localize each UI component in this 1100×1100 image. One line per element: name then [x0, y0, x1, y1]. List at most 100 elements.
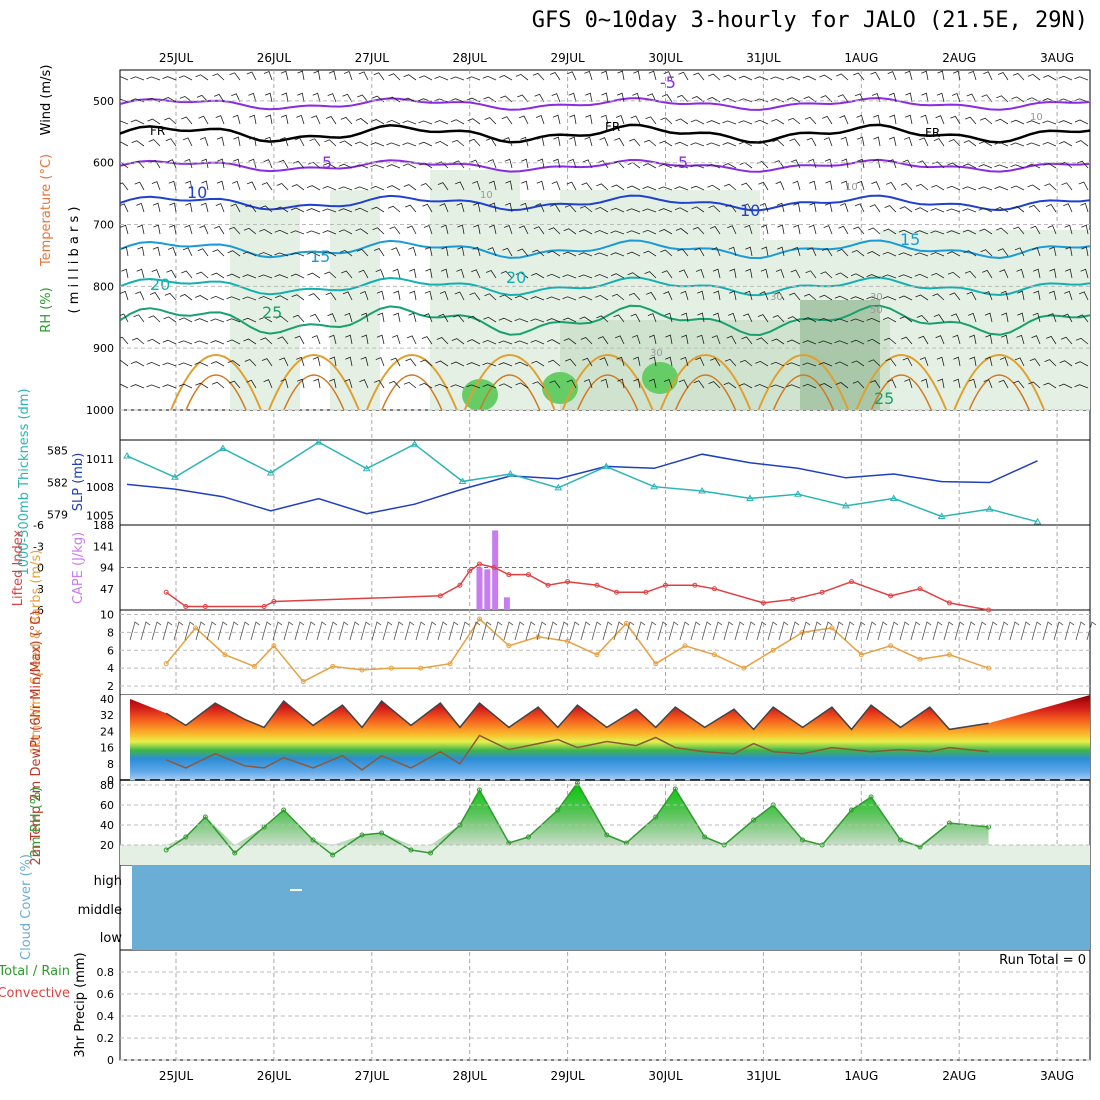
wind-barb: [962, 186, 977, 191]
wind-barb: [567, 71, 577, 81]
wind-barb: [600, 114, 609, 125]
wind-barb: [341, 270, 353, 279]
thickness-line-marker: [171, 473, 179, 480]
wind-barb: [387, 205, 401, 213]
wind-barb: [343, 70, 353, 81]
wind-barb: [1043, 75, 1057, 81]
wind10m-barb: [866, 621, 877, 641]
pressure-tick: 600: [93, 157, 114, 170]
wind-barb: [594, 252, 609, 257]
wind-barb: [771, 338, 785, 345]
temp-tick: 16: [100, 742, 114, 755]
wind-barb: [580, 337, 593, 345]
lifted-index-line-marker: [545, 582, 551, 588]
wind-barb: [371, 206, 385, 213]
wind-barb: [886, 181, 897, 191]
lifted-index-line-marker: [491, 565, 497, 570]
wind-barb: [1075, 337, 1089, 345]
wind-barb: [899, 316, 913, 323]
ylabel-temp2m: 2m Temp 2m DewPt (6hr Min/Max) (°C): [29, 611, 44, 866]
wind-barb: [802, 317, 817, 323]
wind-barb: [695, 357, 705, 367]
wind-barb: [357, 94, 369, 103]
rh2m-line-marker: [555, 807, 561, 813]
wind-barb: [950, 115, 961, 125]
wind-barb: [359, 290, 369, 301]
wind-barb: [248, 92, 257, 103]
wind-barb: [259, 228, 273, 235]
thickness-line: [126, 441, 1038, 523]
wind-barb: [708, 205, 721, 213]
wind-barb: [663, 291, 673, 301]
wind-barb: [932, 161, 945, 169]
wind-barb: [739, 359, 753, 367]
wind-barb: [850, 339, 865, 345]
wind-tick: 6: [107, 644, 114, 657]
wind-barb: [610, 207, 625, 213]
wind-barb: [358, 269, 369, 279]
wind-barb: [1058, 141, 1073, 147]
temp-tick: 0: [107, 774, 114, 787]
lifted-index-line-marker: [946, 600, 952, 606]
wind-barb: [290, 252, 305, 257]
cloud-fill: [132, 865, 1090, 950]
wind-barb: [1017, 312, 1025, 323]
wind-barb: [488, 180, 497, 191]
wind-barb: [642, 186, 657, 191]
wind-barb: [850, 273, 865, 279]
wind-barb: [646, 291, 657, 301]
thickness-line-marker: [889, 494, 898, 501]
temp-contour-30: [267, 354, 360, 410]
wind-barb: [898, 252, 913, 257]
wind-barb: [647, 93, 657, 103]
wind-tick: 4: [107, 662, 114, 675]
wind-barb: [136, 268, 145, 279]
wind10m-barb: [921, 621, 932, 641]
cape-tick: 47: [100, 583, 114, 596]
wind-barb: [150, 159, 161, 169]
thickness-line-marker: [506, 470, 515, 477]
wind-barb: [946, 251, 961, 257]
slp-line: [126, 453, 1038, 515]
wind-barb: [264, 92, 273, 103]
lifted-index-line-marker: [183, 603, 189, 609]
wind-barb: [722, 142, 737, 147]
wind-barb: [263, 159, 273, 169]
wind-barb: [450, 98, 465, 103]
wind10m-barb: [206, 621, 217, 641]
wind-barb: [916, 315, 929, 323]
wind-barb: [995, 118, 1009, 125]
wind-barb: [968, 312, 977, 323]
wind-barb: [148, 139, 161, 147]
wind-barb: [553, 136, 561, 147]
thickness-line-marker: [1033, 517, 1042, 525]
wind-barb: [626, 185, 641, 191]
wind10m-barb: [943, 621, 954, 641]
temp-contour-10: [120, 194, 1090, 212]
wind-barb: [930, 252, 945, 257]
wind-barb: [562, 296, 577, 301]
wind-barb: [296, 356, 305, 367]
wind-barb: [819, 383, 833, 389]
wind10m-barb: [822, 621, 833, 641]
wind-barb: [728, 312, 737, 323]
wind-barb: [885, 358, 897, 367]
wind-barb: [633, 70, 641, 81]
lifted-index-line-marker: [888, 593, 894, 599]
wind-barb: [953, 356, 961, 367]
wind-barb: [804, 116, 817, 125]
wind-barb: [1011, 206, 1025, 213]
wind-barb: [466, 97, 481, 103]
wind-barb: [1048, 246, 1057, 257]
wind-barb: [226, 296, 241, 301]
wind-barb: [681, 334, 689, 345]
wind-barb: [482, 384, 497, 389]
wind-barb: [280, 114, 289, 125]
wind-barb: [711, 335, 721, 345]
wind-barb: [373, 72, 385, 81]
wind-barb: [632, 334, 641, 345]
wind-barb: [370, 164, 385, 169]
wind-barb: [578, 295, 593, 301]
rh2m-line-marker: [183, 834, 189, 840]
wind-barb: [242, 317, 257, 323]
